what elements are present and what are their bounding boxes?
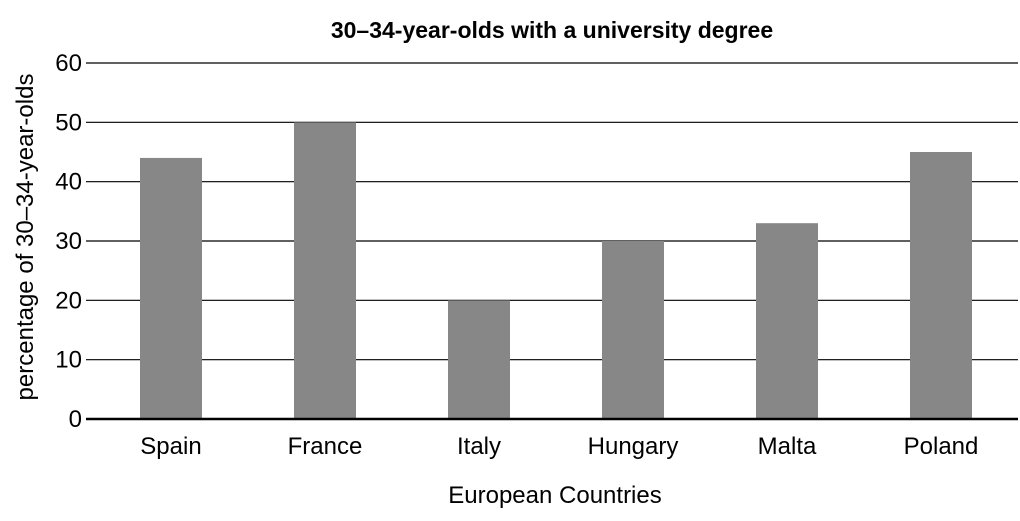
bar-hungary [602, 241, 664, 419]
y-tick-label: 50 [55, 109, 82, 136]
x-tick-label: France [288, 433, 363, 460]
bar-malta [756, 223, 818, 419]
gridlines [86, 62, 1018, 361]
y-axis-label: percentage of 30–34-year-olds [12, 74, 39, 401]
x-axis-categories: Spain France Italy Hungary Malta Poland [140, 433, 978, 460]
y-tick-label: 40 [55, 169, 82, 196]
bar-spain [140, 157, 202, 419]
bar-poland [910, 152, 972, 419]
x-tick-label: Spain [140, 433, 201, 460]
y-tick-label: 20 [55, 287, 82, 314]
x-tick-label: Italy [457, 433, 501, 460]
y-tick-label: 0 [69, 406, 82, 433]
x-tick-label: Hungary [588, 433, 679, 460]
bar-france [294, 122, 356, 419]
bars [140, 122, 972, 419]
x-tick-label: Poland [904, 433, 979, 460]
y-tick-label: 60 [55, 50, 82, 77]
y-tick-label: 10 [55, 347, 82, 374]
y-axis-ticks: 0 10 20 30 40 50 60 [55, 50, 82, 433]
chart-title: 30–34-year-olds with a university degree [331, 17, 773, 43]
x-tick-label: Malta [758, 433, 817, 460]
y-tick-label: 30 [55, 228, 82, 255]
bar-italy [448, 300, 510, 419]
x-axis-label: European Countries [448, 482, 661, 509]
